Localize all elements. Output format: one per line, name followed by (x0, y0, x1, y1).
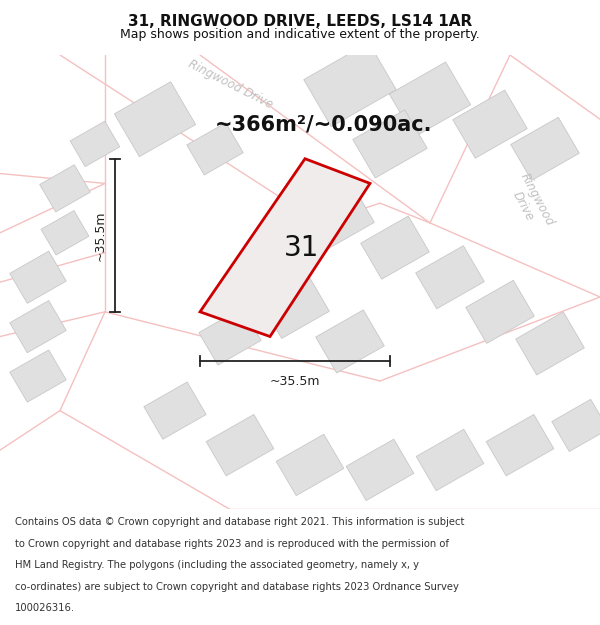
Polygon shape (260, 276, 329, 338)
Polygon shape (305, 186, 374, 249)
Polygon shape (276, 434, 344, 496)
Polygon shape (346, 439, 414, 501)
Text: 31, RINGWOOD DRIVE, LEEDS, LS14 1AR: 31, RINGWOOD DRIVE, LEEDS, LS14 1AR (128, 14, 472, 29)
Text: ~366m²/~0.090ac.: ~366m²/~0.090ac. (215, 114, 433, 134)
Polygon shape (389, 62, 470, 137)
Polygon shape (200, 159, 370, 336)
Polygon shape (199, 308, 261, 365)
Text: co-ordinates) are subject to Crown copyright and database rights 2023 Ordnance S: co-ordinates) are subject to Crown copyr… (15, 582, 459, 592)
Text: 31: 31 (284, 234, 319, 262)
Polygon shape (353, 110, 427, 178)
Polygon shape (361, 216, 430, 279)
Polygon shape (206, 414, 274, 476)
Polygon shape (10, 350, 66, 402)
Polygon shape (115, 82, 196, 157)
Polygon shape (144, 382, 206, 439)
Text: ~35.5m: ~35.5m (270, 375, 320, 388)
Polygon shape (416, 246, 484, 309)
Text: to Crown copyright and database rights 2023 and is reproduced with the permissio: to Crown copyright and database rights 2… (15, 539, 449, 549)
Polygon shape (416, 429, 484, 491)
Polygon shape (304, 42, 396, 127)
Polygon shape (41, 211, 89, 255)
Polygon shape (40, 165, 91, 212)
Polygon shape (552, 399, 600, 451)
Text: ~35.5m: ~35.5m (94, 210, 107, 261)
Polygon shape (316, 310, 385, 373)
Polygon shape (453, 90, 527, 158)
Text: Map shows position and indicative extent of the property.: Map shows position and indicative extent… (120, 28, 480, 41)
Text: HM Land Registry. The polygons (including the associated geometry, namely x, y: HM Land Registry. The polygons (includin… (15, 560, 419, 570)
Polygon shape (511, 118, 580, 181)
Polygon shape (515, 312, 584, 375)
Polygon shape (486, 414, 554, 476)
Polygon shape (10, 251, 66, 303)
Polygon shape (10, 301, 66, 352)
Text: 100026316.: 100026316. (15, 603, 75, 613)
Text: Ringwood
Drive: Ringwood Drive (504, 171, 556, 236)
Polygon shape (466, 280, 535, 343)
Text: Ringwood Drive: Ringwood Drive (185, 58, 274, 112)
Polygon shape (70, 121, 120, 167)
Polygon shape (187, 122, 243, 175)
Text: Contains OS data © Crown copyright and database right 2021. This information is : Contains OS data © Crown copyright and d… (15, 518, 464, 528)
